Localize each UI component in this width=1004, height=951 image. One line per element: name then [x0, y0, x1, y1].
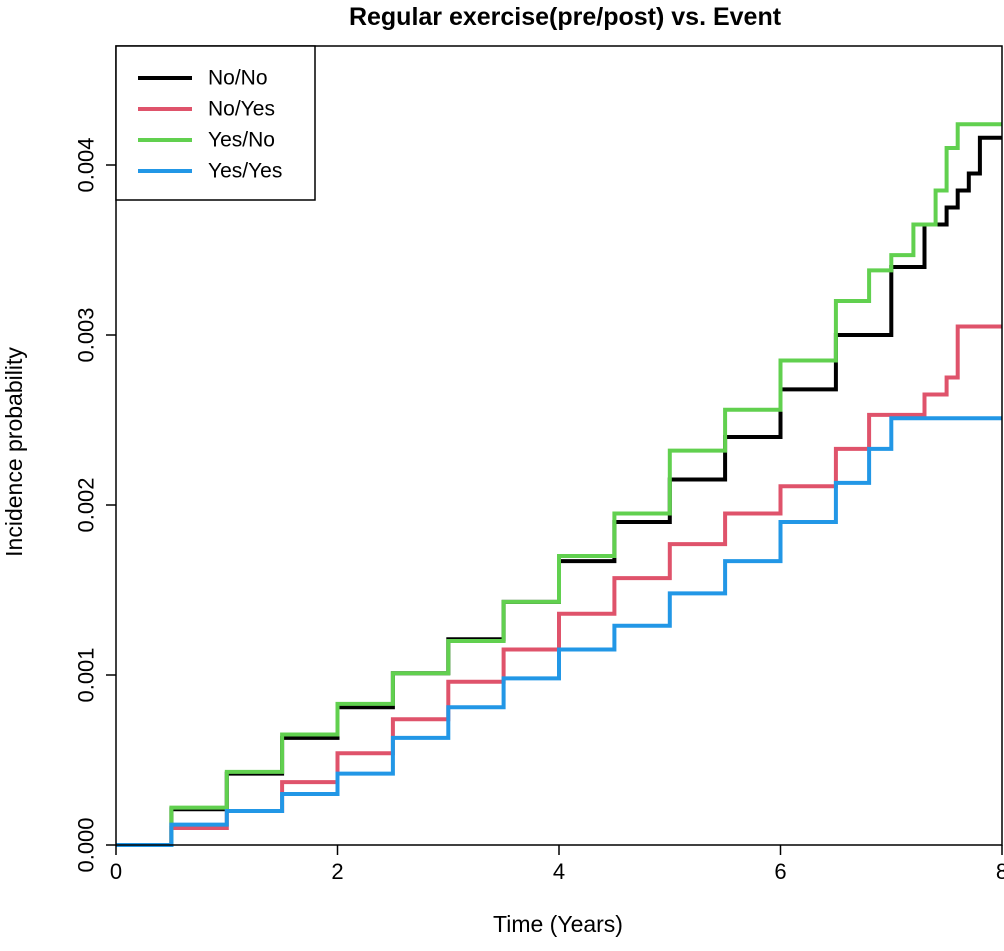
legend-label: Yes/Yes: [208, 160, 282, 183]
x-tick-label: 4: [553, 859, 565, 884]
x-tick-label: 0: [110, 859, 122, 884]
series-line-no-no: [116, 138, 1002, 845]
chart-title: Regular exercise(pre/post) vs. Event: [349, 3, 782, 31]
x-tick-label: 2: [331, 859, 343, 884]
y-tick-label: 0.003: [74, 307, 99, 362]
x-tick-label: 6: [774, 859, 786, 884]
legend-label: No/No: [208, 67, 268, 90]
legend-label: No/Yes: [208, 98, 275, 121]
y-tick-label: 0.000: [74, 817, 99, 872]
y-tick-label: 0.004: [74, 137, 99, 192]
x-tick-label: 8: [996, 859, 1004, 884]
legend: No/No No/Yes Yes/No Yes/Yes: [116, 46, 315, 200]
x-axis-title: Time (Years): [493, 911, 623, 937]
y-axis-title: Incidence probability: [1, 347, 27, 557]
legend-label: Yes/No: [208, 129, 275, 152]
y-tick-label: 0.002: [74, 477, 99, 532]
y-tick-label: 0.001: [74, 647, 99, 702]
series-layer: [116, 124, 1002, 845]
